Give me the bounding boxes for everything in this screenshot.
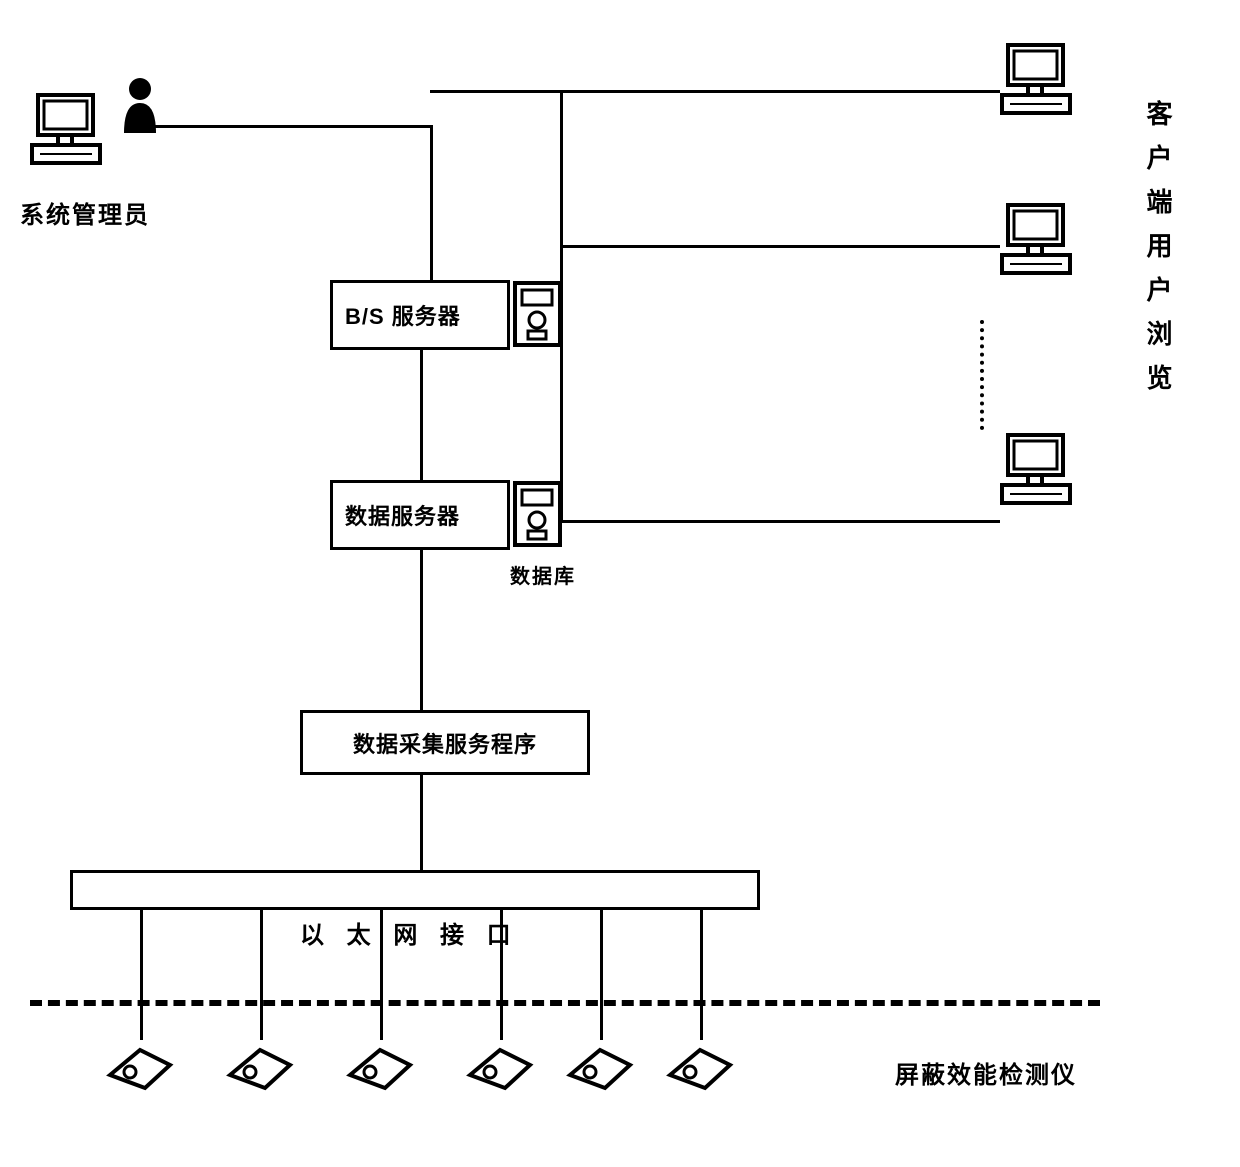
collector-label: 数据采集服务程序 (353, 727, 537, 759)
edge-collector-eth (420, 775, 423, 870)
bs-server-label: B/S 服务器 (345, 299, 461, 331)
bs-server-box: B/S 服务器 (330, 280, 510, 350)
detector-icon-2 (225, 1040, 295, 1095)
detector-icon-3 (345, 1040, 415, 1095)
edge-eth-d3 (380, 910, 383, 1040)
detector-label: 屏蔽效能检测仪 (895, 1055, 1077, 1090)
edge-eth-d2 (260, 910, 263, 1040)
edge-data-collector (420, 550, 423, 710)
client-pc-icon-1 (1000, 40, 1080, 120)
detector-icon-6 (665, 1040, 735, 1095)
bs-server-icon (510, 275, 570, 355)
edge-eth-d5 (600, 910, 603, 1040)
data-server-icon (510, 475, 570, 555)
edge-bs-data (420, 350, 423, 480)
diagram-canvas: 系统管理员 B/S 服务器 数据服务器 数据库 数据采集服务程序 以 太 网 (0, 0, 1240, 1167)
database-label: 数据库 (510, 560, 576, 589)
client-ellipsis (980, 320, 984, 430)
edge-eth-d1 (140, 910, 143, 1040)
data-server-box: 数据服务器 (330, 480, 510, 550)
edge-client3 (560, 520, 1000, 523)
edge-eth-d4 (500, 910, 503, 1040)
ethernet-label: 以 太 网 接 口 (300, 915, 519, 950)
client-pc-icon-2 (1000, 200, 1080, 280)
admin-pc-icon (30, 90, 110, 170)
detector-icon-1 (105, 1040, 175, 1095)
edge-eth-d6 (700, 910, 703, 1040)
client-pc-icon-3 (1000, 430, 1080, 510)
dashed-separator (30, 1000, 1100, 1006)
edge-client2 (560, 245, 1000, 248)
data-server-label: 数据服务器 (345, 499, 460, 531)
detector-icon-5 (565, 1040, 635, 1095)
collector-box: 数据采集服务程序 (300, 710, 590, 775)
client-side-label: 客户端用户浏览 (1140, 100, 1177, 408)
admin-label: 系统管理员 (20, 195, 150, 230)
edge-client1 (560, 90, 1000, 93)
edge-admin-bus (150, 125, 430, 128)
edge-bus-bsbox (430, 125, 433, 280)
ethernet-box (70, 870, 760, 910)
detector-icon-4 (465, 1040, 535, 1095)
